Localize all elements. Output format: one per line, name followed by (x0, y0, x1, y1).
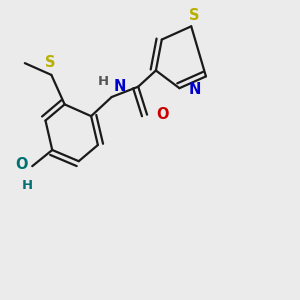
Text: O: O (156, 107, 168, 122)
Text: H: H (22, 179, 33, 192)
Text: S: S (45, 56, 55, 70)
Text: N: N (113, 79, 126, 94)
Text: N: N (188, 82, 201, 97)
Text: O: O (15, 157, 28, 172)
Text: H: H (98, 75, 109, 88)
Text: S: S (189, 8, 200, 23)
